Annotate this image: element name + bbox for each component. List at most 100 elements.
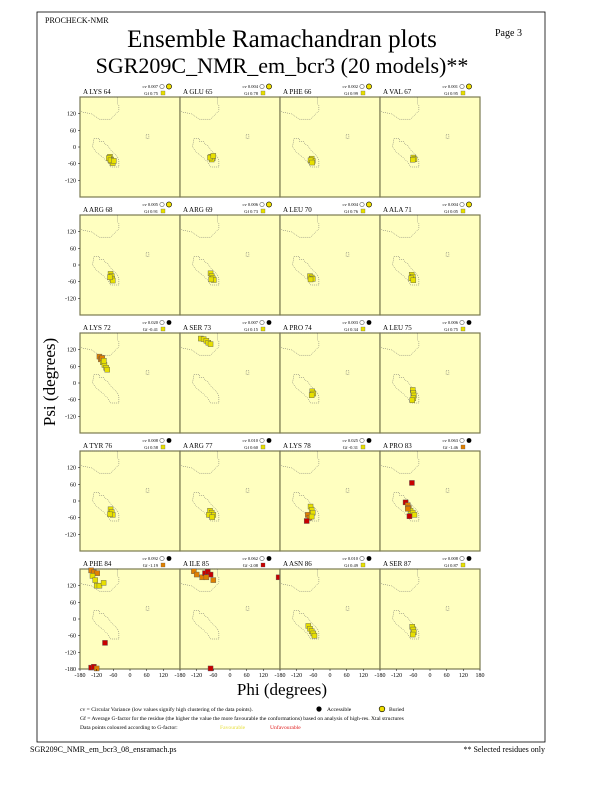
panel-grid: A LYS 64 cv 0.007 Gf 0.75 -120 -60 0 60 120 A GL… <box>65 83 481 673</box>
ramachandran-panel: A TYR 76 cv 0.008 Gf 0.58 -120 -60 0 60 120 <box>65 438 181 552</box>
allowed-region-outline <box>192 610 220 640</box>
allowed-region-outline <box>392 256 420 286</box>
page-title: Ensemble Ramachandran plots <box>127 26 437 53</box>
y-tick-label: -60 <box>68 634 76 640</box>
cv-value: cv 0.025 <box>343 438 359 443</box>
residue-label: A ALA 71 <box>383 206 412 214</box>
y-tick-label: -120 <box>65 532 76 538</box>
gf-color-swatch <box>260 90 266 96</box>
gf-value: Gf 0.99 <box>344 91 358 96</box>
ramachandran-panel: A ALA 71 cv 0.004 Gf 0.05 <box>379 201 481 316</box>
clock-icon <box>459 202 465 207</box>
y-tick-label: -120 <box>65 650 76 656</box>
page-subtitle: SGR209C_NMR_em_bcr3 (20 models)** <box>96 53 469 78</box>
data-point <box>210 577 217 583</box>
cv-value: cv 0.005 <box>143 202 159 207</box>
plot-area <box>179 450 281 552</box>
allowed-region-outline <box>292 374 320 404</box>
plot-area <box>379 214 481 316</box>
clock-icon <box>259 556 265 561</box>
clock-icon <box>459 320 465 325</box>
data-point <box>303 518 310 524</box>
allowed-region-outline <box>79 332 120 356</box>
gf-color-swatch <box>460 326 466 332</box>
ramachandran-panel: A PRO 83 cv 0.063 Gf -1.46 <box>379 438 481 552</box>
gf-color-swatch <box>160 326 166 332</box>
data-point <box>410 277 417 283</box>
clock-icon <box>459 438 465 443</box>
plot-area <box>179 96 281 198</box>
y-tick-label: 60 <box>70 600 76 606</box>
y-tick-label: -60 <box>68 162 76 168</box>
x-tick-label: 0 <box>429 673 432 679</box>
allowed-region-outline <box>192 374 220 404</box>
allowed-region-outline <box>345 370 350 375</box>
ramachandran-panel: A GLU 65 cv 0.004 Gf 0.78 <box>179 83 281 198</box>
gf-color-swatch <box>360 90 366 96</box>
x-tick-label: 60 <box>144 673 150 679</box>
residue-label: A ASN 86 <box>283 560 312 568</box>
clock-icon <box>259 438 265 443</box>
allowed-region-outline <box>445 488 450 493</box>
data-point <box>309 159 315 166</box>
gf-value: Gf -0.31 <box>343 445 358 450</box>
x-tick-label: 0 <box>329 673 332 679</box>
data-point <box>409 480 415 486</box>
allowed-region-outline <box>245 252 250 257</box>
plot-area <box>179 332 281 434</box>
y-tick-label: 60 <box>70 246 76 252</box>
clock-icon <box>159 84 165 89</box>
data-point <box>410 157 416 163</box>
cv-value: cv 0.008 <box>443 556 459 561</box>
allowed-region-outline <box>292 492 320 522</box>
allowed-region-outline <box>145 370 150 375</box>
cv-value: cv 0.006 <box>243 202 259 207</box>
plot-area <box>79 214 181 316</box>
plot-area <box>279 332 381 434</box>
allowed-region-outline <box>392 374 420 404</box>
data-point <box>307 276 314 283</box>
x-tick-label: 120 <box>159 673 168 679</box>
clock-icon <box>159 202 165 207</box>
gf-color-swatch <box>460 562 466 568</box>
gf-value: Gf 0.75 <box>144 91 158 96</box>
data-point <box>210 153 217 159</box>
gf-value: Gf -1.19 <box>143 563 159 568</box>
allowed-region-outline <box>179 214 220 238</box>
gf-color-swatch <box>160 562 166 568</box>
clock-icon <box>159 556 165 561</box>
allowed-region-outline <box>92 492 120 522</box>
clock-icon <box>359 556 365 561</box>
ramachandran-panel: A SER 87 cv 0.008 Gf 0.87 <box>379 556 481 670</box>
accessible-icon <box>466 438 472 443</box>
gf-value: Gf -0.41 <box>143 327 158 332</box>
allowed-region-outline <box>279 332 320 356</box>
allowed-region-outline <box>279 568 320 592</box>
gf-value: Gf 0.60 <box>244 445 258 450</box>
cv-value: cv 0.001 <box>443 84 459 89</box>
y-tick-label: -120 <box>65 296 76 302</box>
data-point <box>411 512 418 518</box>
accessible-icon <box>266 438 272 443</box>
ramachandran-panel: A ARG 68 cv 0.005 Gf 0.91 -120 -60 0 60 120 <box>65 201 181 316</box>
ramachandran-panel: A ARG 69 cv 0.006 Gf 0.73 <box>179 201 281 316</box>
gf-value: Gf 0.49 <box>344 563 358 568</box>
gf-value: Gf -1.46 <box>443 445 459 450</box>
allowed-region-outline <box>79 96 120 120</box>
ramachandran-panel: A ARG 77 cv 0.010 Gf 0.60 <box>179 438 281 552</box>
allowed-region-outline <box>292 610 320 640</box>
residue-label: A ARG 68 <box>83 206 113 214</box>
legend-accessible: Accessible <box>327 707 352 713</box>
residue-label: A LYS 72 <box>83 324 111 332</box>
plot-area <box>279 214 381 316</box>
allowed-region-outline <box>392 610 420 640</box>
data-point <box>308 513 315 520</box>
cv-value: cv 0.092 <box>143 556 159 561</box>
data-point <box>92 577 98 583</box>
ramachandran-panel: A LYS 72 cv 0.020 Gf -0.41 -120 -60 0 60 120 <box>65 320 181 434</box>
gf-color-swatch <box>160 444 166 450</box>
gf-value: Gf 0.95 <box>444 91 458 96</box>
data-point <box>107 274 113 280</box>
clock-icon <box>359 320 365 325</box>
clock-icon <box>359 202 365 207</box>
